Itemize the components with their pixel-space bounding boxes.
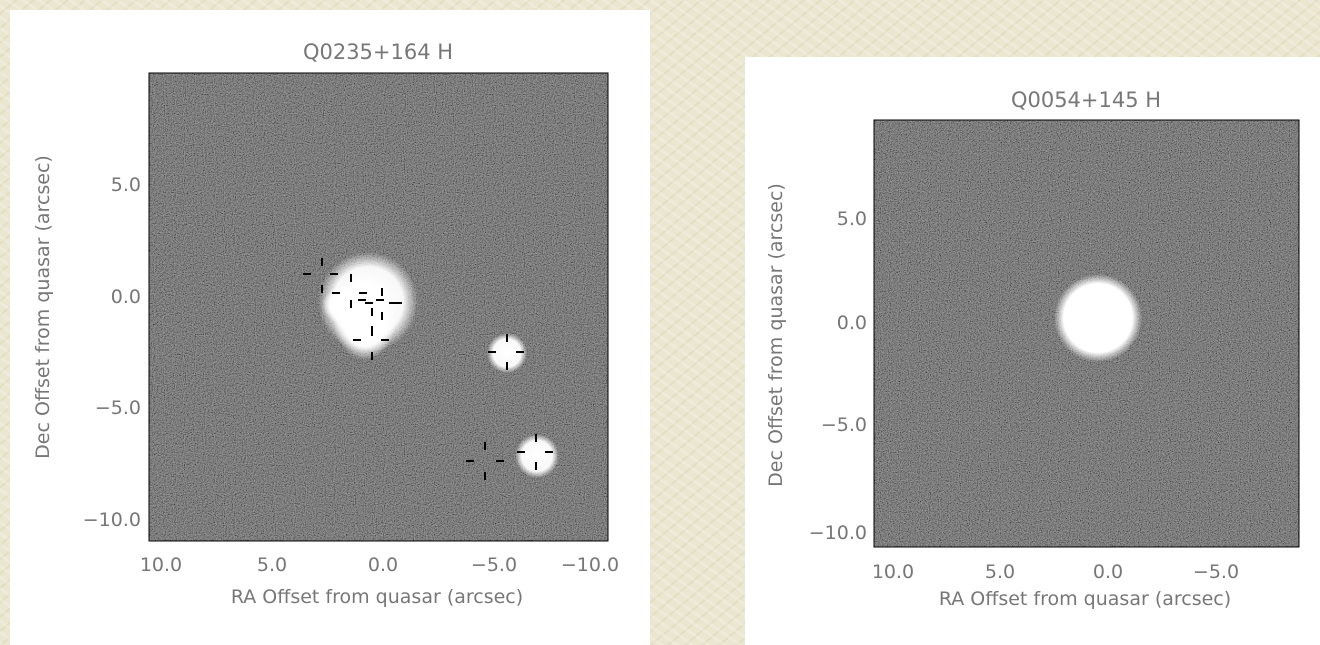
left-figure-panel: Q0235+164 H 5.0 0.0 −5.0 xyxy=(10,10,650,645)
left-xtick-5: 5.0 xyxy=(257,554,287,576)
right-ytick-neg5: −5.0 xyxy=(821,414,867,436)
right-image-area xyxy=(874,120,1299,547)
right-x-axis-label: RA Offset from quasar (arcsec) xyxy=(939,588,1231,610)
right-figure-svg: Q0054+145 H 5.0 0.0 −5.0 −10.0 10.0 5.0 … xyxy=(765,88,1300,610)
left-ytick-0: 0.0 xyxy=(111,286,141,308)
right-ytick-0: 0.0 xyxy=(837,312,867,334)
right-plot-frame xyxy=(873,119,1300,548)
left-xtick-neg10: −10.0 xyxy=(561,554,619,576)
marker-crosses xyxy=(303,258,553,480)
left-ytick-5: 5.0 xyxy=(111,174,141,196)
left-image-area xyxy=(149,73,608,541)
right-xtick-0: 0.0 xyxy=(1093,561,1123,583)
quasar-blob xyxy=(1054,274,1142,362)
right-ytick-5: 5.0 xyxy=(837,208,867,230)
left-xtick-neg5: −5.0 xyxy=(471,554,517,576)
right-xtick-10: 10.0 xyxy=(872,561,914,583)
left-xtick-0: 0.0 xyxy=(368,554,398,576)
left-xtick-10: 10.0 xyxy=(140,554,182,576)
right-xtick-neg5: −5.0 xyxy=(1193,561,1239,583)
left-y-axis-label: Dec Offset from quasar (arcsec) xyxy=(32,155,54,459)
right-plot-title: Q0054+145 H xyxy=(1011,88,1161,112)
right-figure-panel: Q0054+145 H 5.0 0.0 −5.0 −10.0 10.0 5.0 … xyxy=(745,57,1320,645)
right-xtick-5: 5.0 xyxy=(985,561,1015,583)
left-figure-svg: Q0235+164 H 5.0 0.0 −5.0 xyxy=(32,40,619,608)
left-plot-title: Q0235+164 H xyxy=(303,40,453,64)
left-plot-frame xyxy=(148,72,609,542)
right-y-axis-label: Dec Offset from quasar (arcsec) xyxy=(765,183,787,487)
left-ytick-neg10: −10.0 xyxy=(83,509,141,531)
left-x-axis-label: RA Offset from quasar (arcsec) xyxy=(231,586,523,608)
companion-object-2 xyxy=(515,434,559,478)
companion-object-1 xyxy=(487,333,527,373)
right-ytick-neg10: −10.0 xyxy=(809,522,867,544)
left-ytick-neg5: −5.0 xyxy=(95,397,141,419)
